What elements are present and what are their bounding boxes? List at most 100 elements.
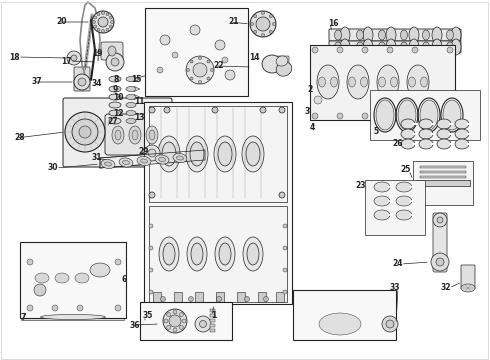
Ellipse shape (163, 309, 187, 333)
Ellipse shape (247, 243, 259, 265)
Text: 12: 12 (113, 108, 123, 117)
Circle shape (283, 268, 287, 272)
Ellipse shape (219, 243, 231, 265)
Ellipse shape (159, 157, 166, 162)
Ellipse shape (419, 129, 433, 139)
Ellipse shape (137, 156, 151, 166)
Circle shape (94, 25, 97, 28)
Ellipse shape (71, 55, 77, 61)
FancyBboxPatch shape (461, 265, 475, 289)
FancyBboxPatch shape (74, 67, 90, 91)
Ellipse shape (126, 103, 136, 108)
Text: 14: 14 (249, 53, 260, 62)
Ellipse shape (348, 77, 356, 87)
Circle shape (109, 16, 112, 19)
Circle shape (101, 30, 104, 32)
Circle shape (279, 192, 285, 198)
Ellipse shape (330, 77, 338, 87)
Text: 19: 19 (92, 49, 102, 58)
Circle shape (149, 192, 155, 198)
Ellipse shape (115, 130, 121, 140)
Ellipse shape (357, 30, 364, 40)
FancyBboxPatch shape (28, 252, 116, 304)
Ellipse shape (455, 139, 469, 149)
Text: 4: 4 (310, 123, 315, 132)
FancyBboxPatch shape (105, 114, 166, 155)
Ellipse shape (41, 315, 105, 320)
Circle shape (250, 22, 253, 26)
Ellipse shape (186, 56, 214, 84)
Bar (174, 292, 182, 302)
Ellipse shape (401, 139, 415, 149)
Ellipse shape (398, 100, 416, 130)
Bar (210, 329, 215, 332)
Bar (216, 292, 224, 302)
Bar (149, 206, 287, 302)
Circle shape (27, 259, 33, 265)
Bar (149, 106, 287, 202)
Circle shape (115, 305, 121, 311)
Ellipse shape (374, 182, 390, 192)
Text: 30: 30 (48, 163, 58, 172)
Text: 5: 5 (373, 126, 378, 135)
Circle shape (447, 113, 453, 119)
Circle shape (279, 107, 285, 113)
Bar (310, 45, 455, 120)
Ellipse shape (446, 30, 454, 40)
Text: 15: 15 (131, 75, 142, 84)
Ellipse shape (374, 210, 390, 220)
Ellipse shape (179, 312, 183, 317)
Ellipse shape (246, 142, 260, 166)
Bar (195, 292, 203, 302)
Circle shape (190, 60, 193, 63)
Circle shape (386, 320, 394, 328)
Bar (420, 166, 466, 168)
FancyBboxPatch shape (433, 213, 447, 272)
Ellipse shape (176, 156, 183, 160)
Text: 23: 23 (356, 181, 366, 190)
Ellipse shape (335, 42, 342, 52)
Circle shape (157, 67, 163, 73)
Circle shape (225, 70, 235, 80)
Circle shape (412, 47, 418, 53)
Circle shape (337, 47, 343, 53)
Circle shape (270, 15, 272, 18)
Circle shape (260, 107, 266, 113)
Circle shape (198, 57, 201, 59)
Text: 18: 18 (9, 53, 20, 62)
Ellipse shape (146, 126, 158, 144)
Ellipse shape (78, 78, 86, 86)
Ellipse shape (109, 118, 121, 124)
Ellipse shape (109, 110, 121, 116)
Circle shape (106, 28, 109, 31)
Ellipse shape (400, 30, 408, 40)
Circle shape (262, 33, 265, 36)
Ellipse shape (111, 58, 119, 66)
Circle shape (254, 15, 257, 18)
Ellipse shape (347, 65, 369, 99)
Ellipse shape (164, 319, 168, 323)
Bar (420, 176, 466, 178)
Bar (370, 90, 480, 140)
Ellipse shape (340, 27, 350, 43)
FancyBboxPatch shape (63, 98, 172, 167)
FancyBboxPatch shape (329, 29, 461, 41)
Bar (258, 292, 266, 302)
Circle shape (149, 224, 153, 228)
Text: 25: 25 (401, 166, 411, 175)
Ellipse shape (401, 129, 415, 139)
Circle shape (77, 305, 83, 311)
Ellipse shape (35, 273, 49, 283)
Circle shape (149, 268, 153, 272)
Ellipse shape (407, 65, 429, 99)
Circle shape (27, 305, 33, 311)
Ellipse shape (126, 111, 136, 116)
Ellipse shape (422, 42, 430, 52)
Circle shape (283, 246, 287, 250)
Bar (237, 292, 245, 302)
Ellipse shape (378, 77, 386, 87)
Ellipse shape (340, 39, 350, 55)
Ellipse shape (432, 27, 442, 43)
Circle shape (149, 107, 155, 113)
Ellipse shape (432, 39, 442, 55)
